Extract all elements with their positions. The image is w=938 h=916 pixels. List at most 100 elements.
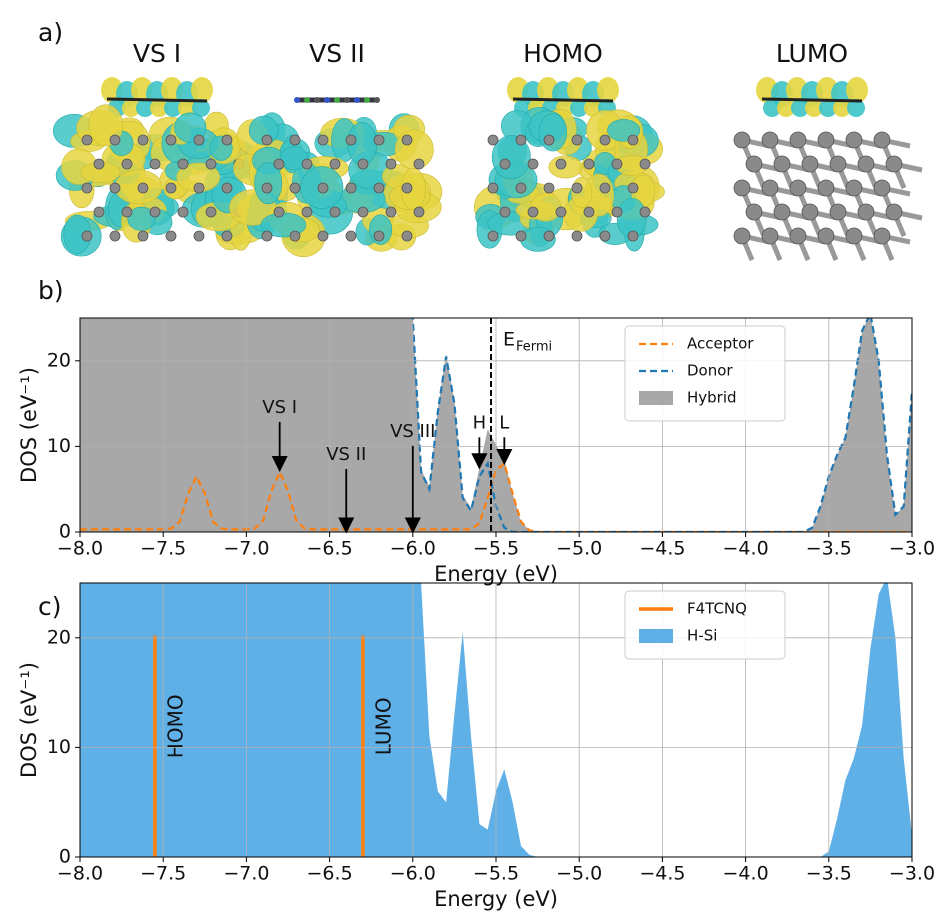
atom bbox=[205, 206, 217, 218]
x-tick-label: −5.0 bbox=[556, 863, 602, 885]
annotation: H bbox=[473, 412, 487, 433]
atom bbox=[137, 230, 149, 242]
atom bbox=[273, 206, 285, 218]
atom bbox=[611, 158, 623, 170]
orbital-lobe bbox=[164, 99, 182, 117]
atom bbox=[373, 230, 385, 242]
atom bbox=[599, 182, 611, 194]
structures bbox=[52, 77, 923, 261]
area bbox=[80, 318, 912, 532]
atom bbox=[499, 206, 511, 218]
atom bbox=[81, 230, 93, 242]
atom bbox=[345, 182, 357, 194]
atom bbox=[345, 134, 357, 146]
legend-label: F4TCNQ bbox=[687, 600, 747, 618]
atom bbox=[221, 134, 233, 146]
y-tick-label: 10 bbox=[47, 736, 71, 758]
orbital-lobe bbox=[777, 99, 795, 117]
atom bbox=[817, 131, 835, 149]
atom bbox=[627, 182, 639, 194]
atom bbox=[627, 134, 639, 146]
x-tick-label: −8.0 bbox=[57, 863, 103, 885]
structure-title: VS II bbox=[309, 39, 365, 68]
atom bbox=[401, 134, 413, 146]
atom bbox=[261, 230, 273, 242]
structure-title: HOMO bbox=[523, 39, 603, 68]
atom bbox=[543, 182, 555, 194]
atom bbox=[789, 227, 807, 245]
plot-frame bbox=[79, 582, 913, 858]
level-label: HOMO bbox=[163, 694, 187, 758]
structure-title: VS I bbox=[133, 39, 181, 68]
orbital-lobe bbox=[122, 99, 140, 117]
fermi-label-sub: Fermi bbox=[516, 340, 552, 355]
x-axis-label: Energy (eV) bbox=[434, 562, 558, 586]
orbital-lobe bbox=[279, 146, 308, 171]
atom bbox=[121, 158, 133, 170]
atom bbox=[801, 155, 819, 173]
atom bbox=[845, 131, 863, 149]
atom bbox=[873, 179, 891, 197]
atom bbox=[149, 158, 161, 170]
atom bbox=[109, 230, 121, 242]
atom bbox=[193, 134, 205, 146]
atom bbox=[555, 206, 567, 218]
annotation: VS III bbox=[390, 421, 435, 442]
atom bbox=[324, 97, 330, 103]
structure-title: LUMO bbox=[776, 39, 848, 68]
atom bbox=[555, 158, 567, 170]
orbital-lobe bbox=[805, 99, 823, 117]
atom bbox=[221, 182, 233, 194]
atom bbox=[401, 230, 413, 242]
atom bbox=[515, 134, 527, 146]
x-tick-label: −7.5 bbox=[140, 538, 186, 560]
panel-label: a) bbox=[38, 18, 63, 47]
atom bbox=[611, 206, 623, 218]
atom bbox=[873, 131, 891, 149]
x-tick-label: −7.0 bbox=[223, 538, 269, 560]
atom bbox=[789, 179, 807, 197]
atom bbox=[413, 158, 425, 170]
x-tick-label: −6.0 bbox=[390, 538, 436, 560]
orbital-lobe bbox=[178, 99, 196, 117]
orbital-lobe bbox=[192, 99, 210, 117]
atom bbox=[515, 230, 527, 242]
atom bbox=[149, 206, 161, 218]
atom bbox=[733, 179, 751, 197]
atom bbox=[885, 203, 903, 221]
atom bbox=[317, 134, 329, 146]
atom bbox=[845, 227, 863, 245]
atom bbox=[571, 230, 583, 242]
atom bbox=[205, 158, 217, 170]
orbital-lobe bbox=[530, 192, 562, 222]
orbital-lobe bbox=[150, 99, 168, 117]
atom bbox=[193, 182, 205, 194]
atom bbox=[487, 182, 499, 194]
x-tick-label: −5.5 bbox=[473, 538, 519, 560]
atom bbox=[177, 206, 189, 218]
legend-swatch bbox=[639, 629, 673, 643]
atom bbox=[261, 182, 273, 194]
x-tick-label: −8.0 bbox=[57, 538, 103, 560]
atom bbox=[373, 134, 385, 146]
x-tick-label: −4.5 bbox=[639, 863, 685, 885]
atom bbox=[81, 134, 93, 146]
fermi-label: E bbox=[503, 329, 515, 351]
atom bbox=[583, 206, 595, 218]
x-tick-label: −3.5 bbox=[806, 863, 852, 885]
atom bbox=[357, 158, 369, 170]
atom bbox=[745, 155, 763, 173]
atom bbox=[221, 230, 233, 242]
atom bbox=[873, 227, 891, 245]
x-tick-label: −7.5 bbox=[140, 863, 186, 885]
atom bbox=[354, 97, 360, 103]
atom bbox=[273, 158, 285, 170]
x-tick-label: −5.5 bbox=[473, 863, 519, 885]
atom bbox=[761, 179, 779, 197]
atom bbox=[487, 230, 499, 242]
atom bbox=[817, 179, 835, 197]
x-tick-label: −5.0 bbox=[556, 538, 602, 560]
atom bbox=[344, 97, 350, 103]
atom bbox=[413, 206, 425, 218]
